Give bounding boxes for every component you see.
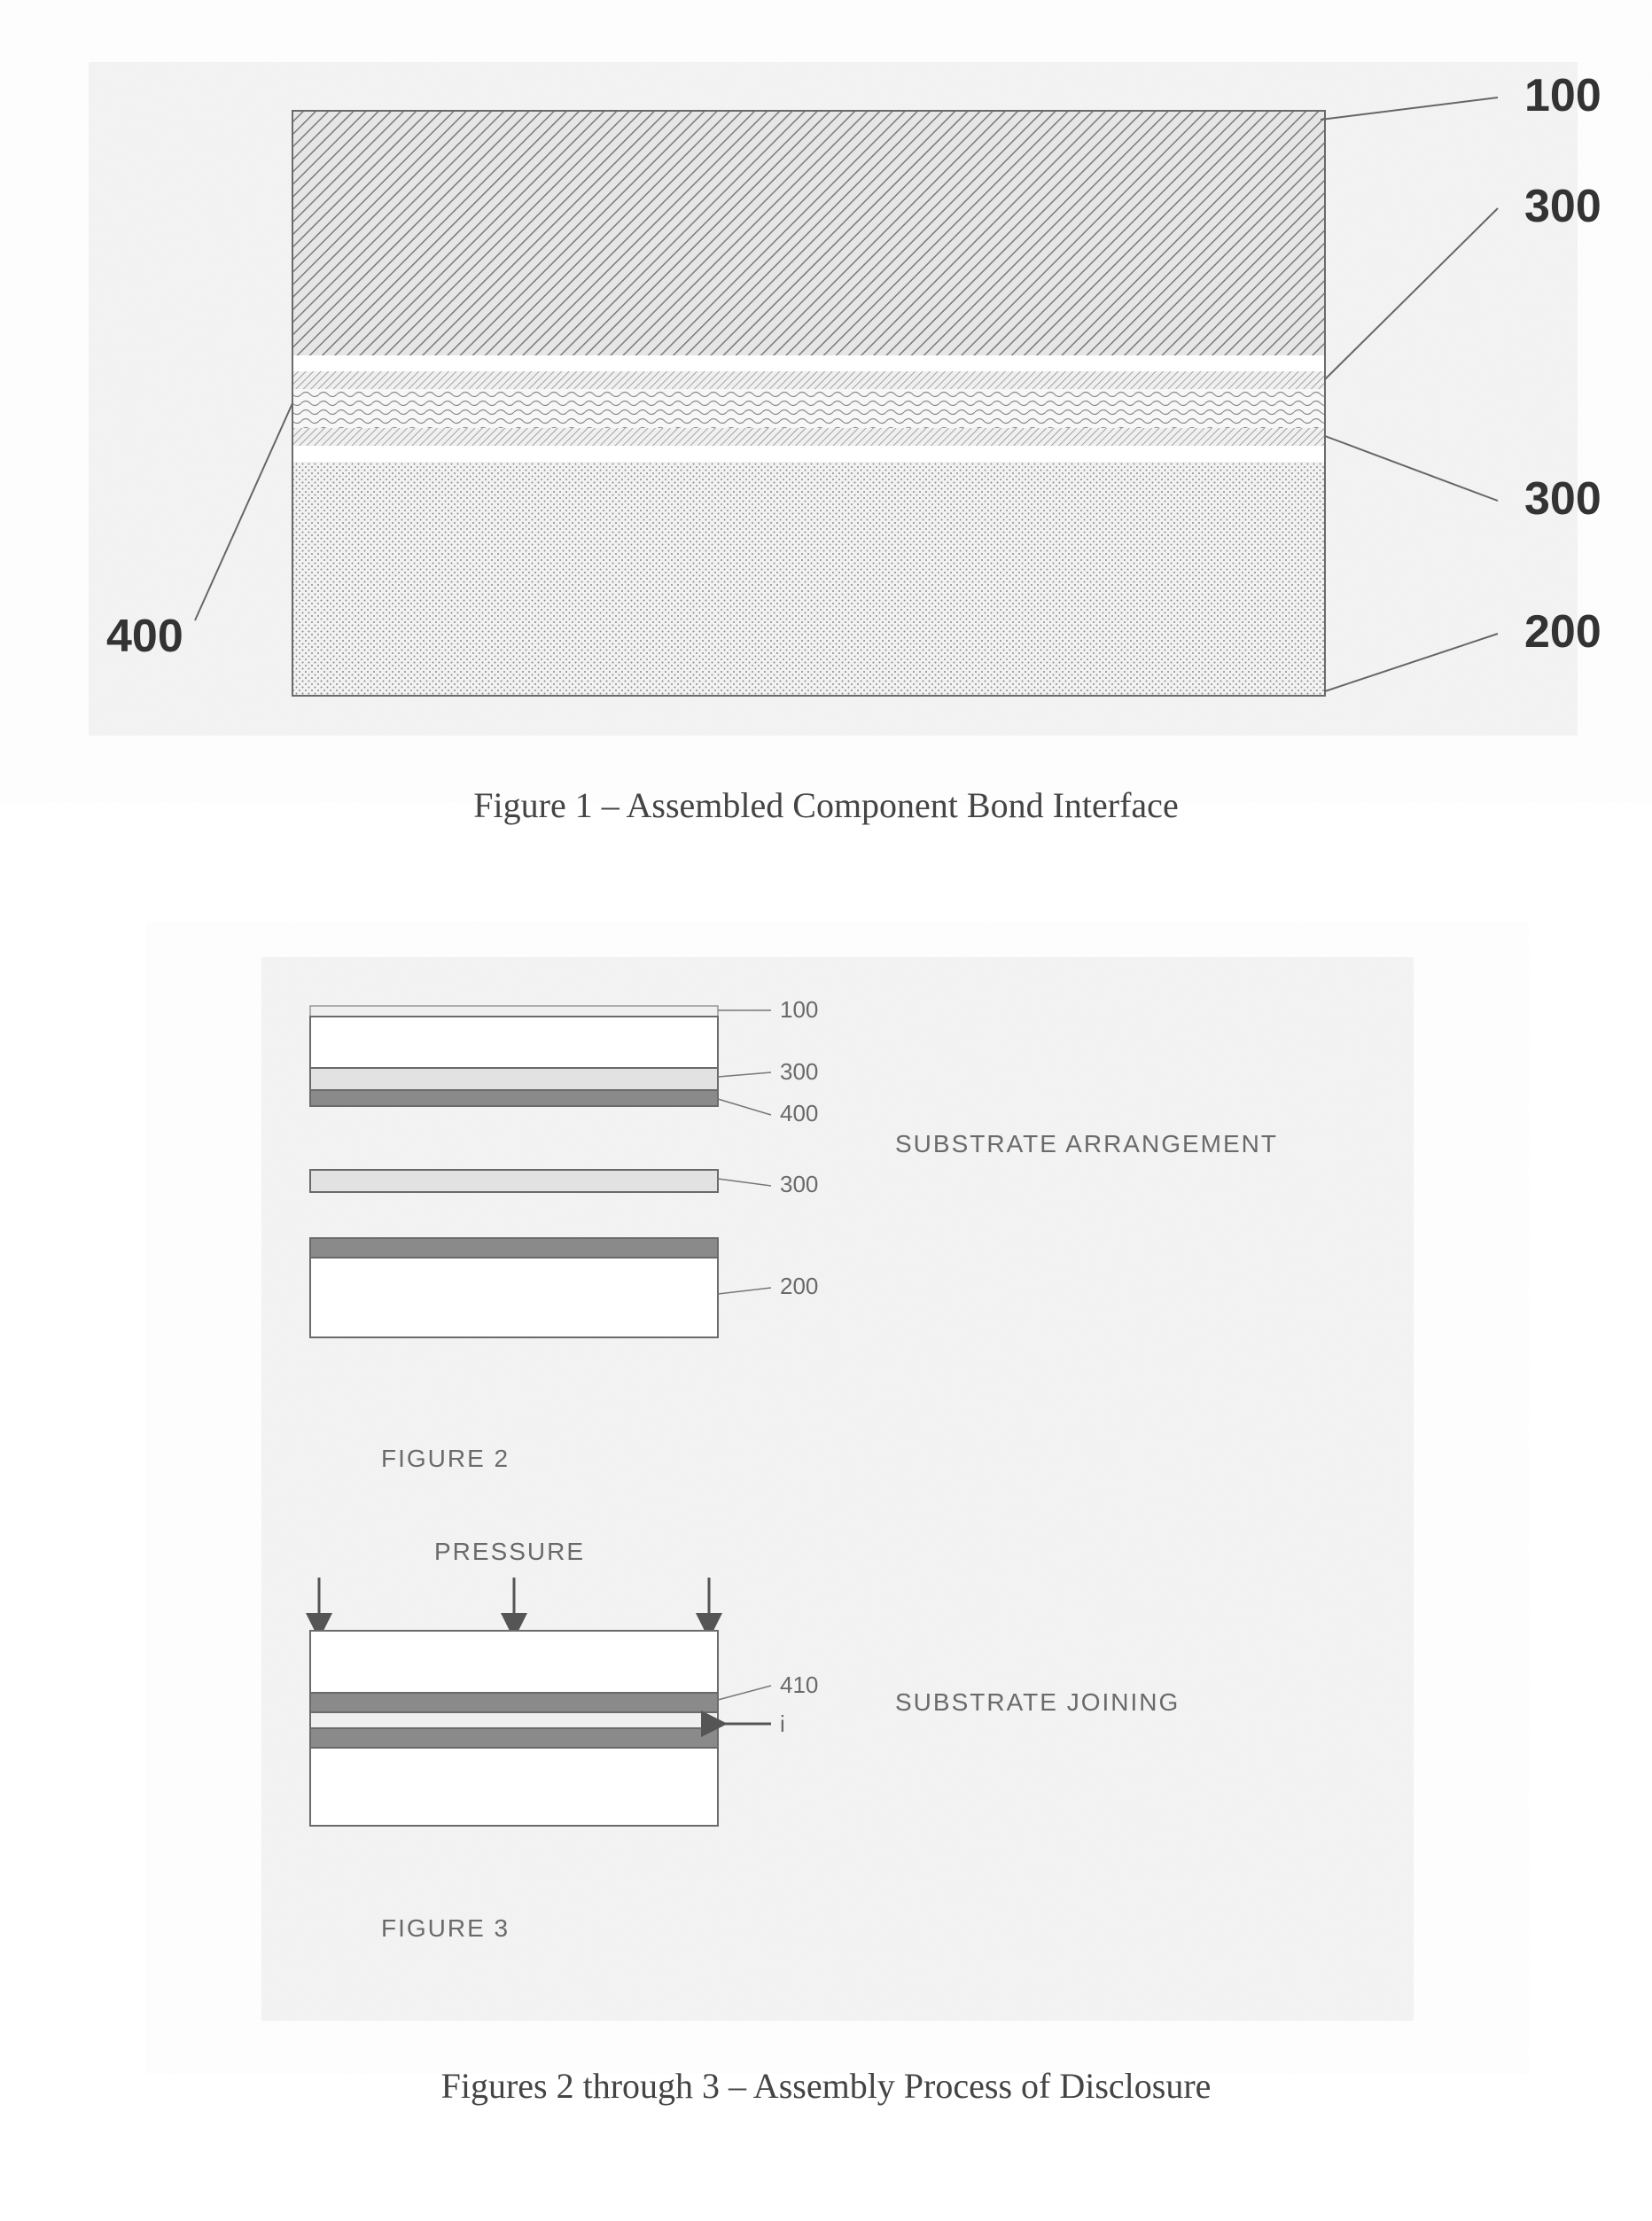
label-s100: 100 bbox=[780, 996, 818, 1023]
figure-1-caption: Figure 1 – Assembled Component Bond Inte… bbox=[0, 784, 1652, 826]
figure-1-svg: 100 300 300 200 400 bbox=[0, 0, 1652, 869]
layer-gap1 bbox=[292, 355, 1325, 371]
callout-300: 300 bbox=[1524, 473, 1601, 525]
layer-wave-2 bbox=[292, 409, 1325, 428]
joined-layer-1 bbox=[310, 1693, 718, 1712]
figures-2-3-container: 100 300 400 300 200 SUBSTRATE ARRANGEMENT FIGU… bbox=[0, 922, 1652, 2074]
label-410: 410 bbox=[780, 1672, 818, 1698]
label-s400: 400 bbox=[780, 1100, 818, 1126]
layer-top-hatched bbox=[292, 111, 1325, 355]
stack-s400 bbox=[310, 1090, 718, 1106]
label-s300a: 300 bbox=[780, 1058, 818, 1085]
section-label-substrate-arrangement: SUBSTRATE ARRANGEMENT bbox=[895, 1130, 1278, 1157]
figure-3-label: FIGURE 3 bbox=[381, 1914, 510, 1942]
layer-wave-1 bbox=[292, 389, 1325, 409]
joined-layer-3 bbox=[310, 1728, 718, 1748]
layer-thin-hatch-2 bbox=[292, 428, 1325, 446]
section-label-substrate-joining: SUBSTRATE JOINING bbox=[895, 1688, 1180, 1716]
stack-s300c bbox=[310, 1238, 718, 1258]
figures-2-3-svg: 100 300 400 300 200 SUBSTRATE ARRANGEMENT FIGU… bbox=[0, 922, 1652, 2074]
figure-1-container: 100 300 300 200 400 Figure 1 – Assembled Com… bbox=[0, 0, 1652, 869]
figure-2-label: FIGURE 2 bbox=[381, 1445, 510, 1472]
figures-2-3-caption: Figures 2 through 3 – Assembly Process o… bbox=[0, 2065, 1652, 2107]
layer-bottom-dotted bbox=[292, 462, 1325, 696]
pressure-label: PRESSURE bbox=[434, 1538, 585, 1565]
stack-s200 bbox=[310, 1258, 718, 1337]
label-s200: 200 bbox=[780, 1273, 818, 1299]
stack-s300b bbox=[310, 1170, 718, 1192]
joined-layer-0 bbox=[310, 1631, 718, 1693]
label-s300b: 300 bbox=[780, 1171, 818, 1197]
callout-100: 100 bbox=[1524, 70, 1601, 121]
stack-s300a bbox=[310, 1068, 718, 1090]
callout-400: 400 bbox=[106, 611, 183, 662]
layer-gap2 bbox=[292, 446, 1325, 462]
callout-200: 200 bbox=[1524, 606, 1601, 658]
joined-layer-2 bbox=[310, 1712, 718, 1728]
callout-300: 300 bbox=[1524, 181, 1601, 232]
layer-thin-hatch-1 bbox=[292, 371, 1325, 389]
label-i: i bbox=[780, 1711, 785, 1737]
stack-top-s100 bbox=[310, 1006, 718, 1017]
joined-layer-4 bbox=[310, 1748, 718, 1826]
stack-body-s100 bbox=[310, 1017, 718, 1068]
